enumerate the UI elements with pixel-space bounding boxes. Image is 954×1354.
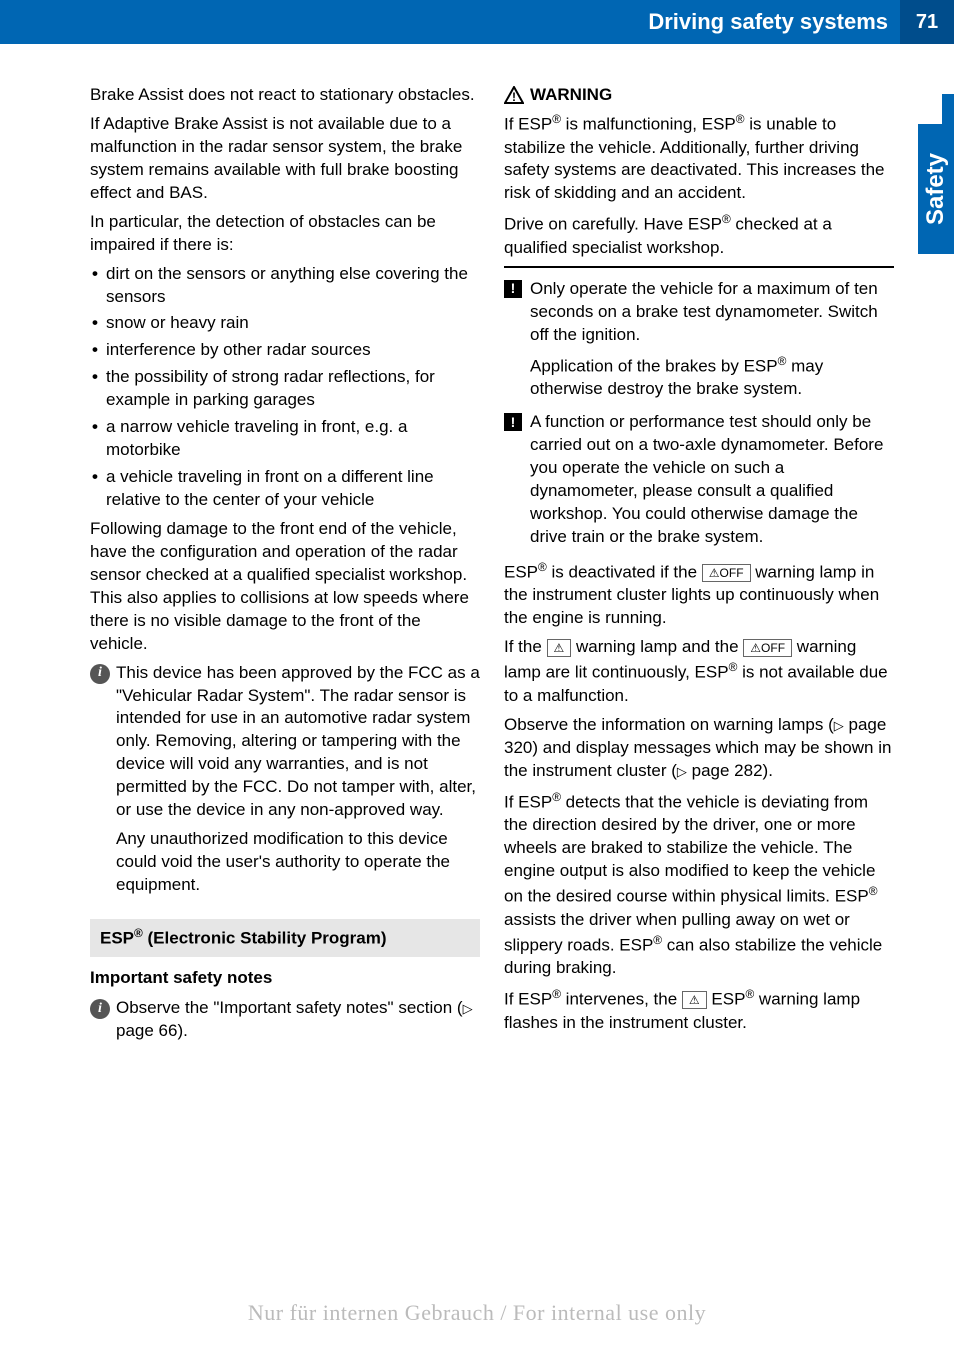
warning-text: Drive on carefully. Have ESP® checked at… <box>504 211 894 260</box>
paragraph: If ESP® intervenes, the ⚠ ESP® warning l… <box>504 986 894 1035</box>
page-ref: page 282). <box>687 761 773 780</box>
reg-mark: ® <box>538 560 547 574</box>
esp-off-lamp-icon: ⚠OFF <box>743 639 792 657</box>
text: Application of the brakes by ESP <box>530 356 778 375</box>
section-title-post: (Electronic Stability Program) <box>143 929 387 948</box>
caution-note: ! Only operate the vehicle for a maximum… <box>504 278 894 401</box>
left-column: Brake Assist does not react to stationar… <box>90 84 480 1053</box>
paragraph: If the ⚠ warning lamp and the ⚠OFF warni… <box>504 636 894 707</box>
bullet-list: dirt on the sensors or anything else cov… <box>90 263 480 512</box>
triangle-arrow-icon: ▷ <box>677 764 687 779</box>
reg-mark: ® <box>745 987 754 1001</box>
paragraph: Observe the "Important safety notes" sec… <box>116 997 480 1043</box>
text: ESP <box>504 563 538 582</box>
paragraph: Observe the information on warning lamps… <box>504 714 894 783</box>
text: detects that the vehicle is deviating fr… <box>504 792 875 905</box>
page-header: Driving safety systems 71 <box>0 0 954 44</box>
text: If ESP <box>504 792 552 811</box>
reg-mark: ® <box>134 926 143 940</box>
text: If ESP <box>504 115 552 134</box>
reg-mark: ® <box>653 933 662 947</box>
warning-triangle-icon: ! <box>504 86 524 104</box>
text: Observe the information on warning lamps… <box>504 715 834 734</box>
footer-watermark: Nur für internen Gebrauch / For internal… <box>0 1300 954 1326</box>
reg-mark: ® <box>869 884 878 898</box>
list-item: the possibility of strong radar reflecti… <box>90 366 480 412</box>
exclamation-icon: ! <box>504 413 522 431</box>
esp-lamp-icon: ⚠ <box>547 639 572 657</box>
side-tab-marker <box>942 94 954 124</box>
info-icon: i <box>90 664 110 684</box>
content-area: Brake Assist does not react to stationar… <box>0 44 954 1053</box>
warning-text: If ESP® is malfunctioning, ESP® is unabl… <box>504 111 894 205</box>
esp-off-lamp-icon: ⚠OFF <box>702 564 751 582</box>
triangle-arrow-icon: ▷ <box>463 1001 473 1016</box>
exclamation-icon: ! <box>504 280 522 298</box>
esp-lamp-icon: ⚠ <box>682 991 707 1009</box>
reg-mark: ® <box>722 212 731 226</box>
side-tab-label: Safety <box>922 153 950 225</box>
warning-rule <box>504 266 894 268</box>
paragraph: A function or performance test should on… <box>530 411 894 549</box>
triangle-arrow-icon: ▷ <box>834 718 844 733</box>
header-title: Driving safety systems <box>648 9 900 35</box>
list-item: interference by other radar sources <box>90 339 480 362</box>
reg-mark: ® <box>552 987 561 1001</box>
paragraph: Any unauthorized modification to this de… <box>116 828 480 897</box>
text: ESP <box>707 990 746 1009</box>
info-note: i Observe the "Important safety notes" s… <box>90 997 480 1043</box>
text: If ESP <box>504 990 552 1009</box>
paragraph: If Adaptive Brake Assist is not availabl… <box>90 113 480 205</box>
text: warning lamp and the <box>571 637 743 656</box>
paragraph: Application of the brakes by ESP® may ot… <box>530 353 894 402</box>
paragraph: If ESP® detects that the vehicle is devi… <box>504 789 894 980</box>
warning-header: ! WARNING <box>504 84 894 107</box>
reg-mark: ® <box>736 112 745 126</box>
reg-mark: ® <box>552 790 561 804</box>
side-tab: Safety <box>918 124 954 254</box>
paragraph: ESP® is deactivated if the ⚠OFF warning … <box>504 559 894 630</box>
sub-heading: Important safety notes <box>90 967 480 990</box>
paragraph: Only operate the vehicle for a maximum o… <box>530 278 894 347</box>
text: If the <box>504 637 547 656</box>
text: Observe the "Important safety notes" sec… <box>116 998 463 1017</box>
paragraph: Brake Assist does not react to stationar… <box>90 84 480 107</box>
text: Drive on carefully. Have ESP <box>504 215 722 234</box>
paragraph: In particular, the detection of obstacle… <box>90 211 480 257</box>
section-heading: ESP® (Electronic Stability Program) <box>90 919 480 957</box>
text: is deactivated if the <box>547 563 702 582</box>
list-item: snow or heavy rain <box>90 312 480 335</box>
reg-mark: ® <box>552 112 561 126</box>
svg-text:!: ! <box>512 90 516 104</box>
right-column: ! WARNING If ESP® is malfunctioning, ESP… <box>504 84 894 1053</box>
section-title-pre: ESP <box>100 929 134 948</box>
list-item: a narrow vehicle traveling in front, e.g… <box>90 416 480 462</box>
text: intervenes, the <box>561 990 682 1009</box>
text: is malfunctioning, ESP <box>561 115 736 134</box>
page-ref: page 66). <box>116 1021 188 1040</box>
info-icon: i <box>90 999 110 1019</box>
caution-note: ! A function or performance test should … <box>504 411 894 549</box>
warning-label: WARNING <box>530 84 612 107</box>
info-note: i This device has been approved by the F… <box>90 662 480 897</box>
paragraph: Following damage to the front end of the… <box>90 518 480 656</box>
page-number: 71 <box>900 0 954 44</box>
list-item: dirt on the sensors or anything else cov… <box>90 263 480 309</box>
list-item: a vehicle traveling in front on a differ… <box>90 466 480 512</box>
paragraph: This device has been approved by the FCC… <box>116 662 480 823</box>
